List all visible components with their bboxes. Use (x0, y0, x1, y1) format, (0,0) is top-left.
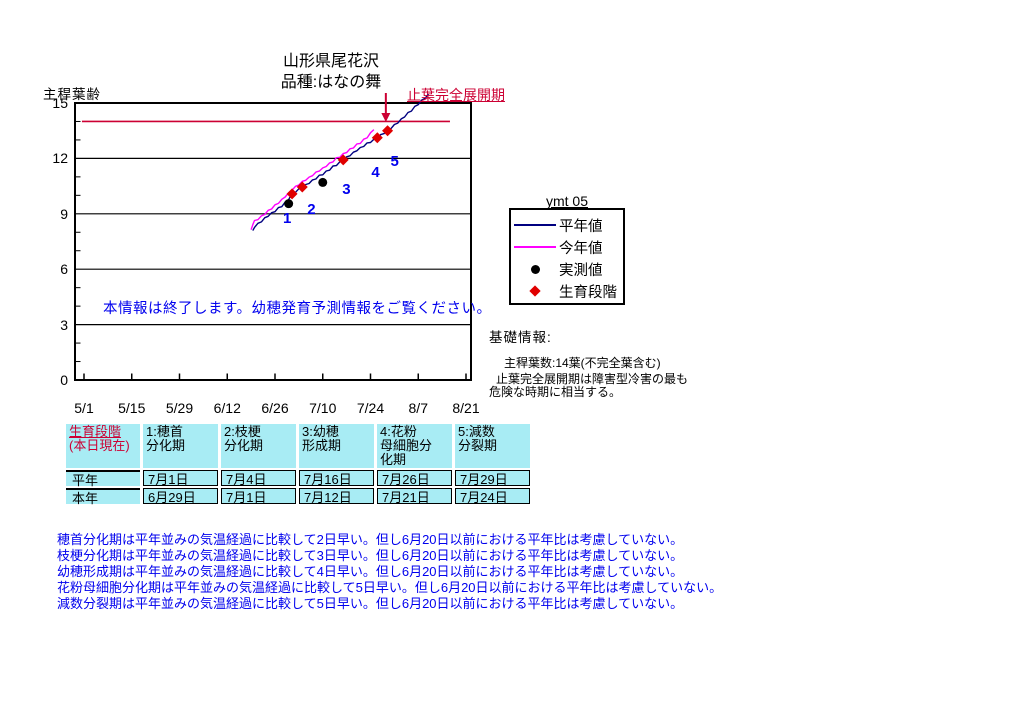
column-header-stage1: 1:穂首 分化期 (143, 424, 218, 468)
note-line: 減数分裂期は平年並みの気温経過に比較して5日早い。但し6月20日以前における平年… (57, 596, 684, 611)
table-cell: 7月1日 (221, 488, 296, 505)
legend-label: 今年値 (559, 240, 603, 257)
stage-number-label: 5 (390, 152, 399, 170)
y-tick-label: 15 (52, 95, 68, 111)
y-tick-label: 0 (60, 372, 68, 388)
y-tick-label: 12 (52, 150, 68, 167)
x-tick-label: 8/7 (408, 400, 428, 416)
table-corner-header: 生育段階 (本日現在) (66, 424, 140, 468)
table-cell: 7月24日 (455, 488, 530, 505)
note-line: 枝梗分化期は平年並みの気温経過に比較して3日早い。但し6月20日以前における平年… (57, 548, 684, 563)
row-label-this-year: 本年 (66, 488, 140, 506)
table-cell: 7月21日 (377, 488, 452, 505)
note-line: 幼穂形成期は平年並みの気温経過に比較して4日早い。但し6月20日以前における平年… (57, 564, 684, 579)
observed-dot (284, 199, 294, 209)
basic-info-heading: 基礎情報: (489, 330, 552, 345)
x-tick-label: 8/21 (452, 400, 480, 416)
legend-title: ymt 05 (545, 193, 589, 209)
x-tick-label: 7/24 (356, 400, 385, 416)
flag-leaf-annotation: 止葉完全展開期 (407, 87, 505, 103)
legend-box: 平年値 今年値 実測値 生育段階 (509, 208, 625, 305)
table-cell: 7月4日 (221, 470, 296, 487)
column-header-stage3: 3:幼穂 形成期 (299, 424, 374, 468)
table-cell: 7月12日 (299, 488, 374, 505)
forecast-notes: 穂首分化期は平年並みの気温経過に比較して2日早い。但し6月20日以前における平年… (57, 532, 722, 612)
x-tick-label: 5/29 (165, 400, 194, 416)
x-tick-label: 5/1 (74, 400, 94, 416)
column-header-stage4: 4:花粉 母細胞分 化期 (377, 424, 452, 468)
row-label-normal-year: 平年 (66, 470, 140, 488)
stage-diamond (337, 154, 349, 166)
stage-number-label: 1 (283, 209, 292, 227)
stage-diamond (286, 188, 298, 200)
x-tick-label: 7/10 (309, 400, 337, 416)
table-cell: 7月29日 (455, 470, 530, 487)
stage-diamond (371, 132, 383, 144)
note-line: 花粉母細胞分化期は平年並みの気温経過に比較して5日早い。但し6月20日以前におけ… (57, 580, 723, 595)
stage-number-label: 2 (307, 201, 316, 219)
growth-stage-table: 生育段階 (本日現在) 1:穂首 分化期 2:枝梗 分化期 3:幼穂 形成期 4:花粉… (66, 424, 530, 506)
chart-title: 山形県尾花沢 (282, 53, 380, 70)
series-line-1 (250, 129, 375, 230)
chart-subtitle: 品種:はなの舞 (280, 74, 382, 91)
navy-line-icon (511, 224, 559, 226)
x-tick-label: 5/15 (118, 400, 146, 416)
plot-frame (74, 102, 472, 381)
stage-diamond (382, 125, 394, 137)
basic-info-line: 主稈葉数:14葉(不完全葉含む) (504, 356, 661, 370)
legend-label: 生育段階 (559, 284, 617, 301)
corner-line2: (本日現在) (69, 438, 130, 453)
stage-diamond (296, 181, 308, 193)
table-cell: 7月26日 (377, 470, 452, 487)
basic-info-line: 危険な時期に相当する。 (489, 385, 622, 399)
x-tick-label: 6/12 (213, 400, 241, 416)
legend-row-stages: 生育段階 (511, 280, 623, 302)
legend-row-observed: 実測値 (511, 258, 623, 280)
observed-dot (318, 177, 328, 187)
table-cell: 6月29日 (143, 488, 218, 505)
legend-label: 実測値 (559, 262, 603, 279)
y-tick-label: 6 (60, 261, 68, 278)
magenta-line-icon (511, 246, 559, 248)
legend-label: 平年値 (559, 218, 603, 235)
stage-number-label: 4 (371, 163, 380, 181)
black-dot-icon (511, 264, 559, 274)
corner-line1: 生育段階 (69, 424, 122, 439)
legend-row-normal-year: 平年値 (511, 214, 623, 236)
y-tick-label: 9 (60, 205, 68, 222)
basic-info-line: 止葉完全展開期は障害型冷害の最も (496, 372, 689, 386)
y-tick-label: 3 (60, 316, 68, 333)
red-diamond-icon (511, 285, 559, 297)
y-axis-label: 主稈葉齢 (43, 87, 101, 102)
column-header-stage2: 2:枝梗 分化期 (221, 424, 296, 468)
table-cell: 7月16日 (299, 470, 374, 487)
x-tick-label: 6/26 (261, 400, 289, 416)
column-header-stage5: 5:減数 分裂期 (455, 424, 530, 468)
stage-number-label: 3 (342, 180, 351, 198)
annotation-arrow-head (381, 113, 391, 122)
end-of-info-message: 本情報は終了します。幼穂発育予測情報をご覧ください。 (103, 301, 492, 317)
legend-row-this-year: 今年値 (511, 236, 623, 258)
note-line: 穂首分化期は平年並みの気温経過に比較して2日早い。但し6月20日以前における平年… (57, 532, 684, 547)
table-cell: 7月1日 (143, 470, 218, 487)
